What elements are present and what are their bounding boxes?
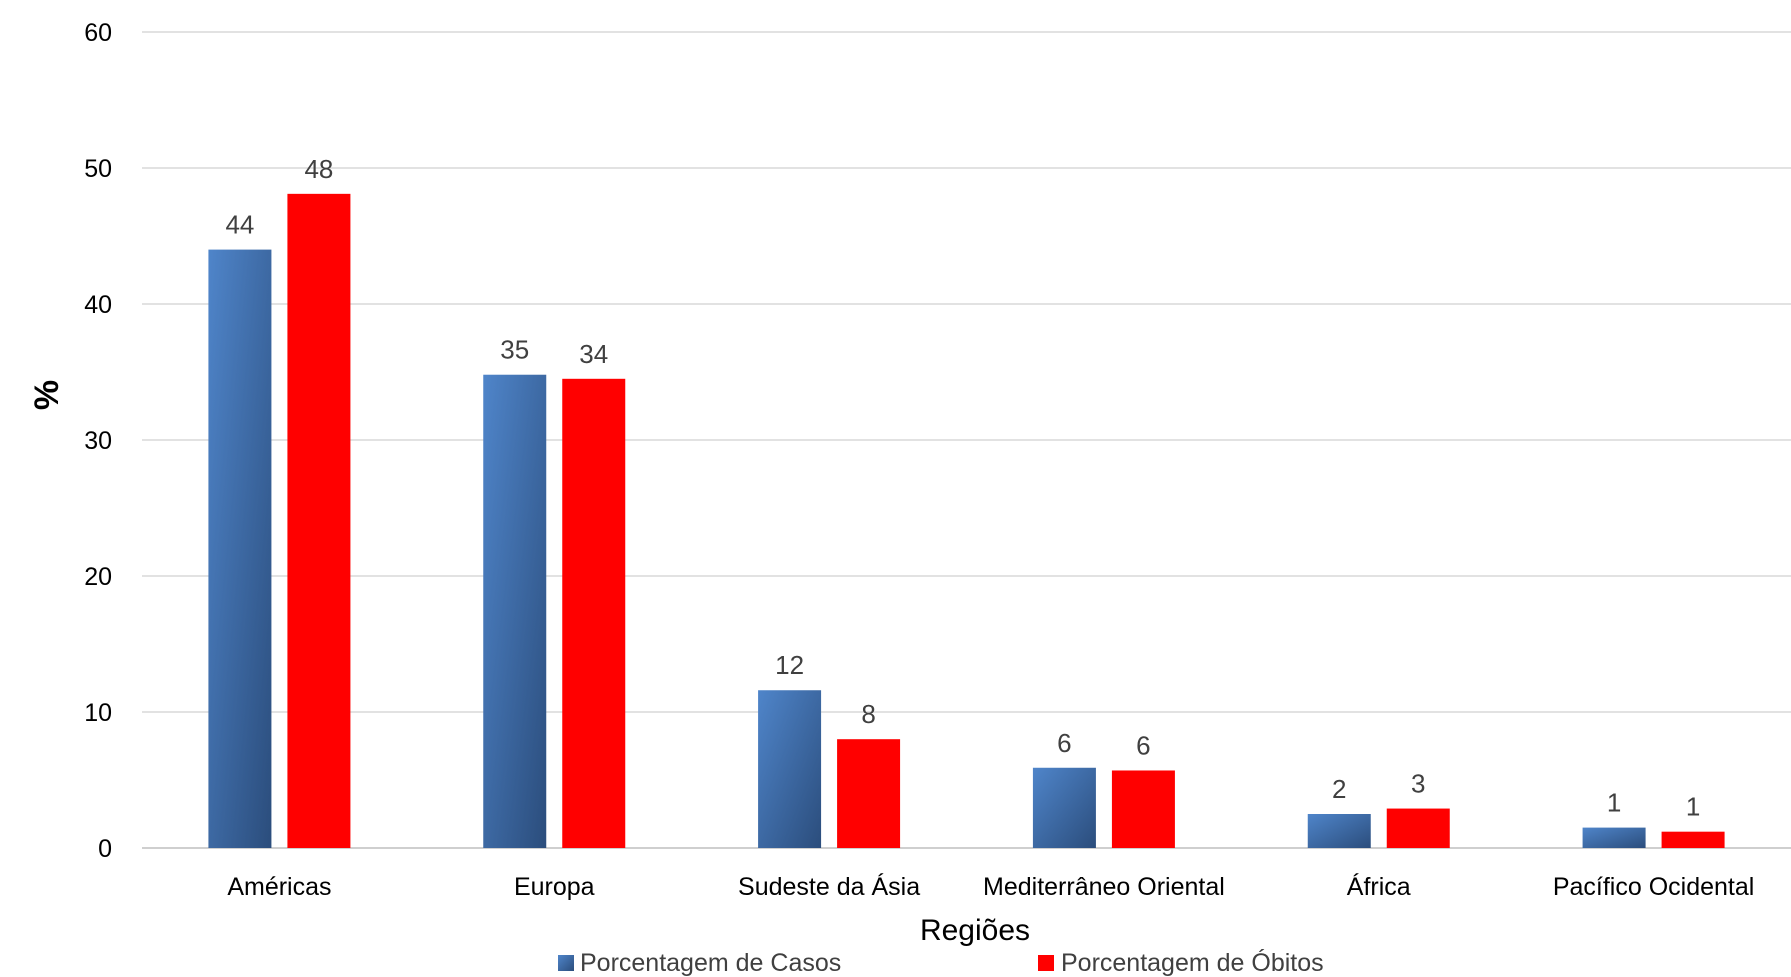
y-tick-label: 10 bbox=[84, 699, 112, 727]
data-labels: 44 48 35 34 12 8 6 6 2 3 1 1 bbox=[225, 154, 1700, 822]
x-category-label: África bbox=[1347, 872, 1411, 901]
bar-obitos bbox=[1386, 808, 1450, 848]
data-label: 1 bbox=[1686, 792, 1700, 822]
x-axis-categories: Américas Europa Sudeste da Ásia Mediterrâne… bbox=[227, 872, 1754, 901]
bar-obitos bbox=[837, 739, 901, 848]
x-category-label: Américas bbox=[227, 873, 331, 901]
data-label: 8 bbox=[861, 699, 875, 729]
gridlines bbox=[142, 31, 1791, 849]
legend-swatch-obitos bbox=[1038, 955, 1054, 971]
data-label: 6 bbox=[1057, 728, 1071, 758]
data-label: 44 bbox=[225, 210, 254, 240]
legend-label-obitos: Porcentagem de Óbitos bbox=[1061, 948, 1324, 977]
y-tick-label: 30 bbox=[84, 427, 112, 455]
bar-casos bbox=[1032, 767, 1096, 848]
bar-casos bbox=[208, 249, 272, 849]
bar-obitos bbox=[1661, 831, 1725, 848]
data-label: 3 bbox=[1411, 769, 1425, 799]
legend: Porcentagem de Casos Porcentagem de Óbit… bbox=[558, 948, 1324, 977]
data-label: 2 bbox=[1332, 774, 1346, 804]
bar-casos bbox=[758, 690, 822, 848]
y-tick-label: 40 bbox=[84, 291, 112, 319]
y-tick-label: 50 bbox=[84, 155, 112, 183]
bar-obitos bbox=[287, 193, 351, 849]
data-label: 34 bbox=[579, 339, 608, 369]
data-label: 35 bbox=[500, 335, 529, 365]
data-label: 48 bbox=[304, 154, 333, 184]
y-tick-label: 20 bbox=[84, 563, 112, 591]
data-label: 6 bbox=[1136, 730, 1150, 760]
legend-swatch-casos bbox=[558, 955, 574, 971]
bar-casos bbox=[1307, 814, 1371, 848]
legend-label-casos: Porcentagem de Casos bbox=[580, 949, 841, 977]
bar-obitos bbox=[562, 378, 626, 848]
data-label: 1 bbox=[1607, 788, 1621, 818]
y-tick-label: 60 bbox=[84, 19, 112, 47]
x-axis-title: Regiões bbox=[920, 914, 1030, 947]
x-category-label: Mediterrâneo Oriental bbox=[983, 873, 1225, 901]
bars bbox=[208, 193, 1725, 849]
y-axis-title: % bbox=[28, 380, 66, 410]
y-axis-ticks: 0 10 20 30 40 50 60 bbox=[84, 19, 112, 863]
x-category-label: Sudeste da Ásia bbox=[738, 872, 920, 901]
bar-casos bbox=[1582, 827, 1646, 848]
y-tick-label: 0 bbox=[98, 835, 112, 863]
bar-obitos bbox=[1111, 770, 1175, 848]
data-label: 12 bbox=[775, 650, 804, 680]
x-category-label: Europa bbox=[514, 873, 595, 901]
x-category-label: Pacífico Ocidental bbox=[1553, 873, 1755, 901]
bar-casos bbox=[483, 374, 547, 848]
